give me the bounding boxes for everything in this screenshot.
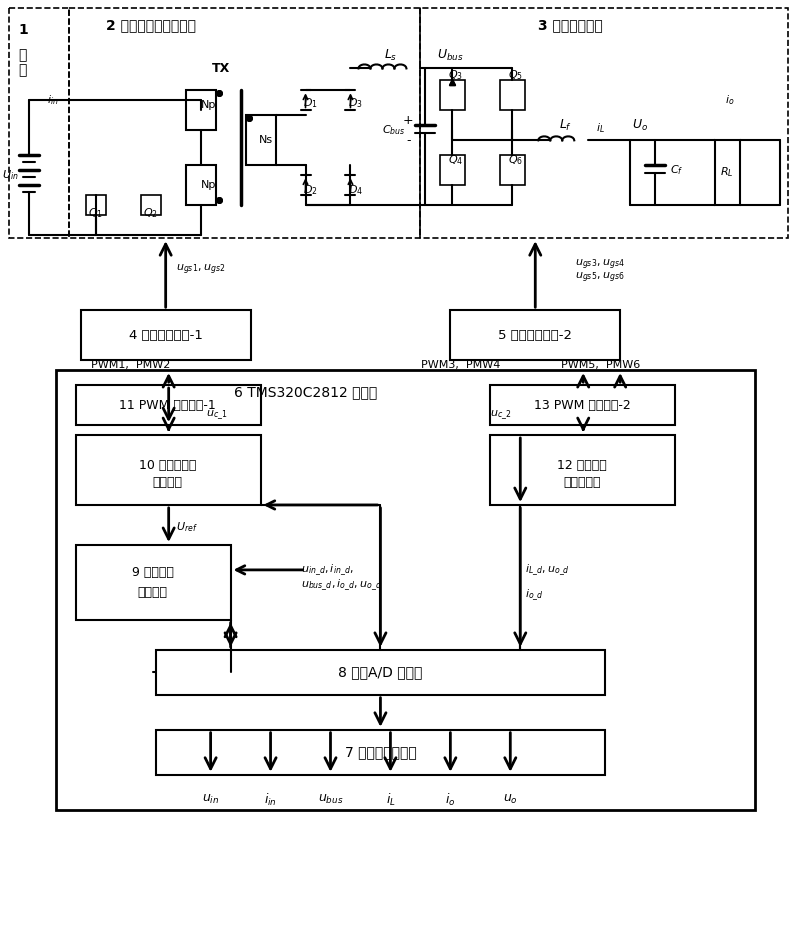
Text: $i_{in}$: $i_{in}$: [47, 93, 58, 107]
Text: $L_s$: $L_s$: [384, 48, 397, 63]
Text: $U_o$: $U_o$: [632, 118, 648, 133]
Text: $i_o$: $i_o$: [726, 93, 735, 107]
Text: 6 TMS320C2812 处理器: 6 TMS320C2812 处理器: [234, 385, 377, 400]
Text: 8 内置A/D 转换器: 8 内置A/D 转换器: [338, 665, 422, 679]
Text: +: +: [403, 114, 414, 127]
Text: $U_{in}$: $U_{in}$: [2, 168, 19, 182]
Text: PWM3,  PMW4: PWM3, PMW4: [421, 360, 500, 370]
Text: TX: TX: [211, 62, 230, 75]
Text: $i_L$: $i_L$: [386, 791, 395, 807]
Text: $u_{in}$: $u_{in}$: [202, 793, 219, 807]
Text: $u_{c\_2}$: $u_{c\_2}$: [490, 408, 512, 422]
Text: PWM1,  PMW2: PWM1, PMW2: [91, 360, 170, 370]
Text: 池: 池: [18, 63, 27, 77]
Text: $D_1$: $D_1$: [303, 97, 318, 110]
Text: $u_{gs3}, u_{gs4}$: $u_{gs3}, u_{gs4}$: [575, 258, 625, 273]
Text: $Q_4$: $Q_4$: [448, 153, 463, 167]
Text: 控制算法: 控制算法: [153, 477, 182, 490]
Text: $Q_3$: $Q_3$: [448, 69, 463, 83]
Text: 9 效率寻优: 9 效率寻优: [132, 567, 174, 579]
Text: 7 检测及转换电路: 7 检测及转换电路: [345, 744, 416, 759]
Text: PWM5,  PMW6: PWM5, PMW6: [561, 360, 640, 370]
Text: 3 全桥逆变电路: 3 全桥逆变电路: [538, 19, 602, 33]
Text: $i_{o\_d}$: $i_{o\_d}$: [526, 588, 544, 603]
Text: $u_{c\_1}$: $u_{c\_1}$: [206, 408, 227, 422]
Text: $Q_1$: $Q_1$: [88, 207, 103, 220]
Text: $u_{gs5}, u_{gs6}$: $u_{gs5}, u_{gs6}$: [575, 271, 625, 286]
Text: 10 前级变流器: 10 前级变流器: [139, 459, 196, 472]
Text: 12 后级变流: 12 后级变流: [558, 459, 607, 472]
Text: $u_{bus\_d}, i_{o\_d}, u_{o\_d}$: $u_{bus\_d}, i_{o\_d}, u_{o\_d}$: [301, 577, 382, 592]
Text: $R_L$: $R_L$: [720, 165, 734, 180]
Text: $i_{L\_d}, u_{o\_d}$: $i_{L\_d}, u_{o\_d}$: [526, 562, 570, 577]
Text: 13 PWM 比较单元-2: 13 PWM 比较单元-2: [534, 399, 630, 412]
Text: $Q_2$: $Q_2$: [143, 207, 158, 220]
Text: 器控制算法: 器控制算法: [563, 477, 601, 490]
Text: $u_{in\_d}, i_{in\_d},$: $u_{in\_d}, i_{in\_d},$: [301, 562, 354, 577]
Text: $C_{bus}$: $C_{bus}$: [382, 123, 406, 137]
Text: 5 隔离驱动电路-2: 5 隔离驱动电路-2: [498, 329, 572, 341]
Text: 控制算法: 控制算法: [138, 587, 168, 600]
Text: $L_f$: $L_f$: [558, 118, 572, 133]
Text: $i_{in}$: $i_{in}$: [264, 791, 277, 807]
Text: Np: Np: [201, 101, 216, 110]
Text: $i_L$: $i_L$: [596, 121, 605, 135]
Text: 电: 电: [18, 49, 27, 62]
Text: $u_{bus}$: $u_{bus}$: [318, 793, 343, 807]
Text: 2 推挽式直流变换电路: 2 推挽式直流变换电路: [106, 19, 196, 33]
Text: $Q_5$: $Q_5$: [508, 69, 523, 83]
Text: $Q_6$: $Q_6$: [508, 153, 523, 167]
Text: Np: Np: [201, 180, 216, 190]
Text: -: -: [406, 133, 410, 147]
Text: $D_3$: $D_3$: [348, 97, 363, 110]
Text: 1: 1: [18, 24, 28, 38]
Text: $U_{ref}$: $U_{ref}$: [176, 520, 198, 534]
Text: $D_2$: $D_2$: [303, 183, 318, 197]
Text: $C_f$: $C_f$: [670, 164, 684, 178]
Text: Ns: Ns: [258, 135, 273, 146]
Text: $U_{bus}$: $U_{bus}$: [437, 48, 464, 63]
Text: $i_o$: $i_o$: [445, 791, 455, 807]
Text: 4 隔离驱动电路-1: 4 隔离驱动电路-1: [129, 329, 202, 341]
Text: 11 PWM 比较单元-1: 11 PWM 比较单元-1: [119, 399, 216, 412]
Text: $D_4$: $D_4$: [348, 183, 363, 197]
Text: $u_o$: $u_o$: [503, 793, 518, 807]
Text: $u_{gs1}, u_{gs2}$: $u_{gs1}, u_{gs2}$: [176, 263, 226, 277]
